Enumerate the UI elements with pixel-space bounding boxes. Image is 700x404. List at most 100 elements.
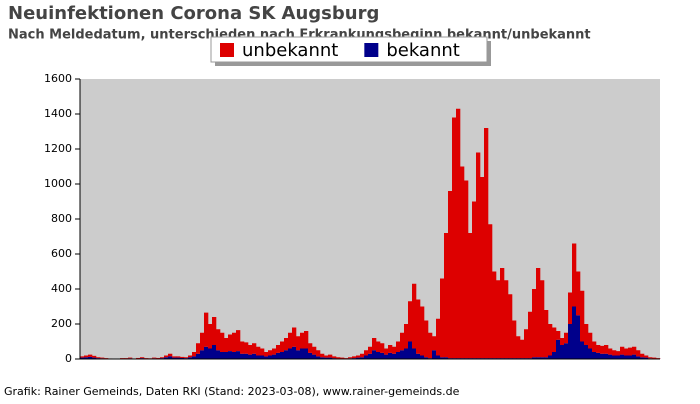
y-tick-label: 0 [65,352,72,365]
bar [216,329,220,350]
bar [380,353,384,359]
bar [276,345,280,353]
bar [604,345,608,354]
bar [80,356,84,357]
bar [268,356,272,360]
bar [160,357,164,358]
bar [632,347,636,355]
bar [304,331,308,349]
bar [616,356,620,360]
bar [620,355,624,359]
bar [416,300,420,354]
bar [292,328,296,347]
bar [256,356,260,360]
bar [212,317,216,345]
bar [336,357,340,358]
bar [196,354,200,359]
bar [552,328,556,353]
bar [232,333,236,352]
bar [196,343,200,354]
bar [420,356,424,360]
bar [584,345,588,359]
bar [140,357,144,358]
bar [492,272,496,359]
bar [596,353,600,359]
bar [312,355,316,359]
bar [500,268,504,358]
bar [484,128,488,358]
bar [364,356,368,360]
bar [296,336,300,350]
bar [548,324,552,356]
bar [128,358,132,359]
bar [400,350,404,359]
bar [388,345,392,353]
bar [408,301,412,341]
bar [396,352,400,359]
bar [364,350,368,355]
bar [520,340,524,358]
bar [152,358,156,359]
bar [228,351,232,359]
bar [204,313,208,347]
bar [564,343,568,359]
bar [204,347,208,359]
chart-title: Neuinfektionen Corona SK Augsburg [8,3,379,24]
bar [568,324,572,359]
bar [456,109,460,358]
bar [272,355,276,359]
bar [392,354,396,359]
bar [420,307,424,356]
bar [632,355,636,359]
bar [624,349,628,356]
bar [644,356,648,358]
bar [640,354,644,358]
bar [452,118,456,359]
bar [300,333,304,349]
bar [240,342,244,354]
y-tick-label: 600 [51,247,72,260]
legend-swatch [364,43,378,57]
y-tick-label: 200 [51,317,72,330]
bar [552,352,556,359]
bar [252,354,256,359]
bar [404,349,408,360]
y-tick-label: 1200 [44,142,72,155]
bar [612,350,616,355]
legend-label: bekannt [386,40,460,61]
bar [436,356,440,360]
bar [416,354,420,359]
bar [620,347,624,355]
bar [544,310,548,357]
bar [548,356,552,360]
bar [224,338,228,352]
bar [248,345,252,355]
bar [624,356,628,360]
bar [312,347,316,355]
bar [268,350,272,355]
y-tick-label: 1400 [44,107,72,120]
bar [168,354,172,357]
bar [304,349,308,360]
bar [508,294,512,358]
bar [592,342,596,353]
bar [252,343,256,354]
bar [320,354,324,358]
bar [524,329,528,358]
bar [444,233,448,357]
bar [316,350,320,356]
bar [208,349,212,360]
bar [384,355,388,359]
bar [608,355,612,359]
bar [464,181,468,359]
bar [636,350,640,356]
bar [584,324,588,345]
bar [284,350,288,359]
bar [308,343,312,353]
bar [568,293,572,325]
bar [260,349,264,356]
bar [516,336,520,358]
bar [468,233,472,358]
bar [412,284,416,349]
